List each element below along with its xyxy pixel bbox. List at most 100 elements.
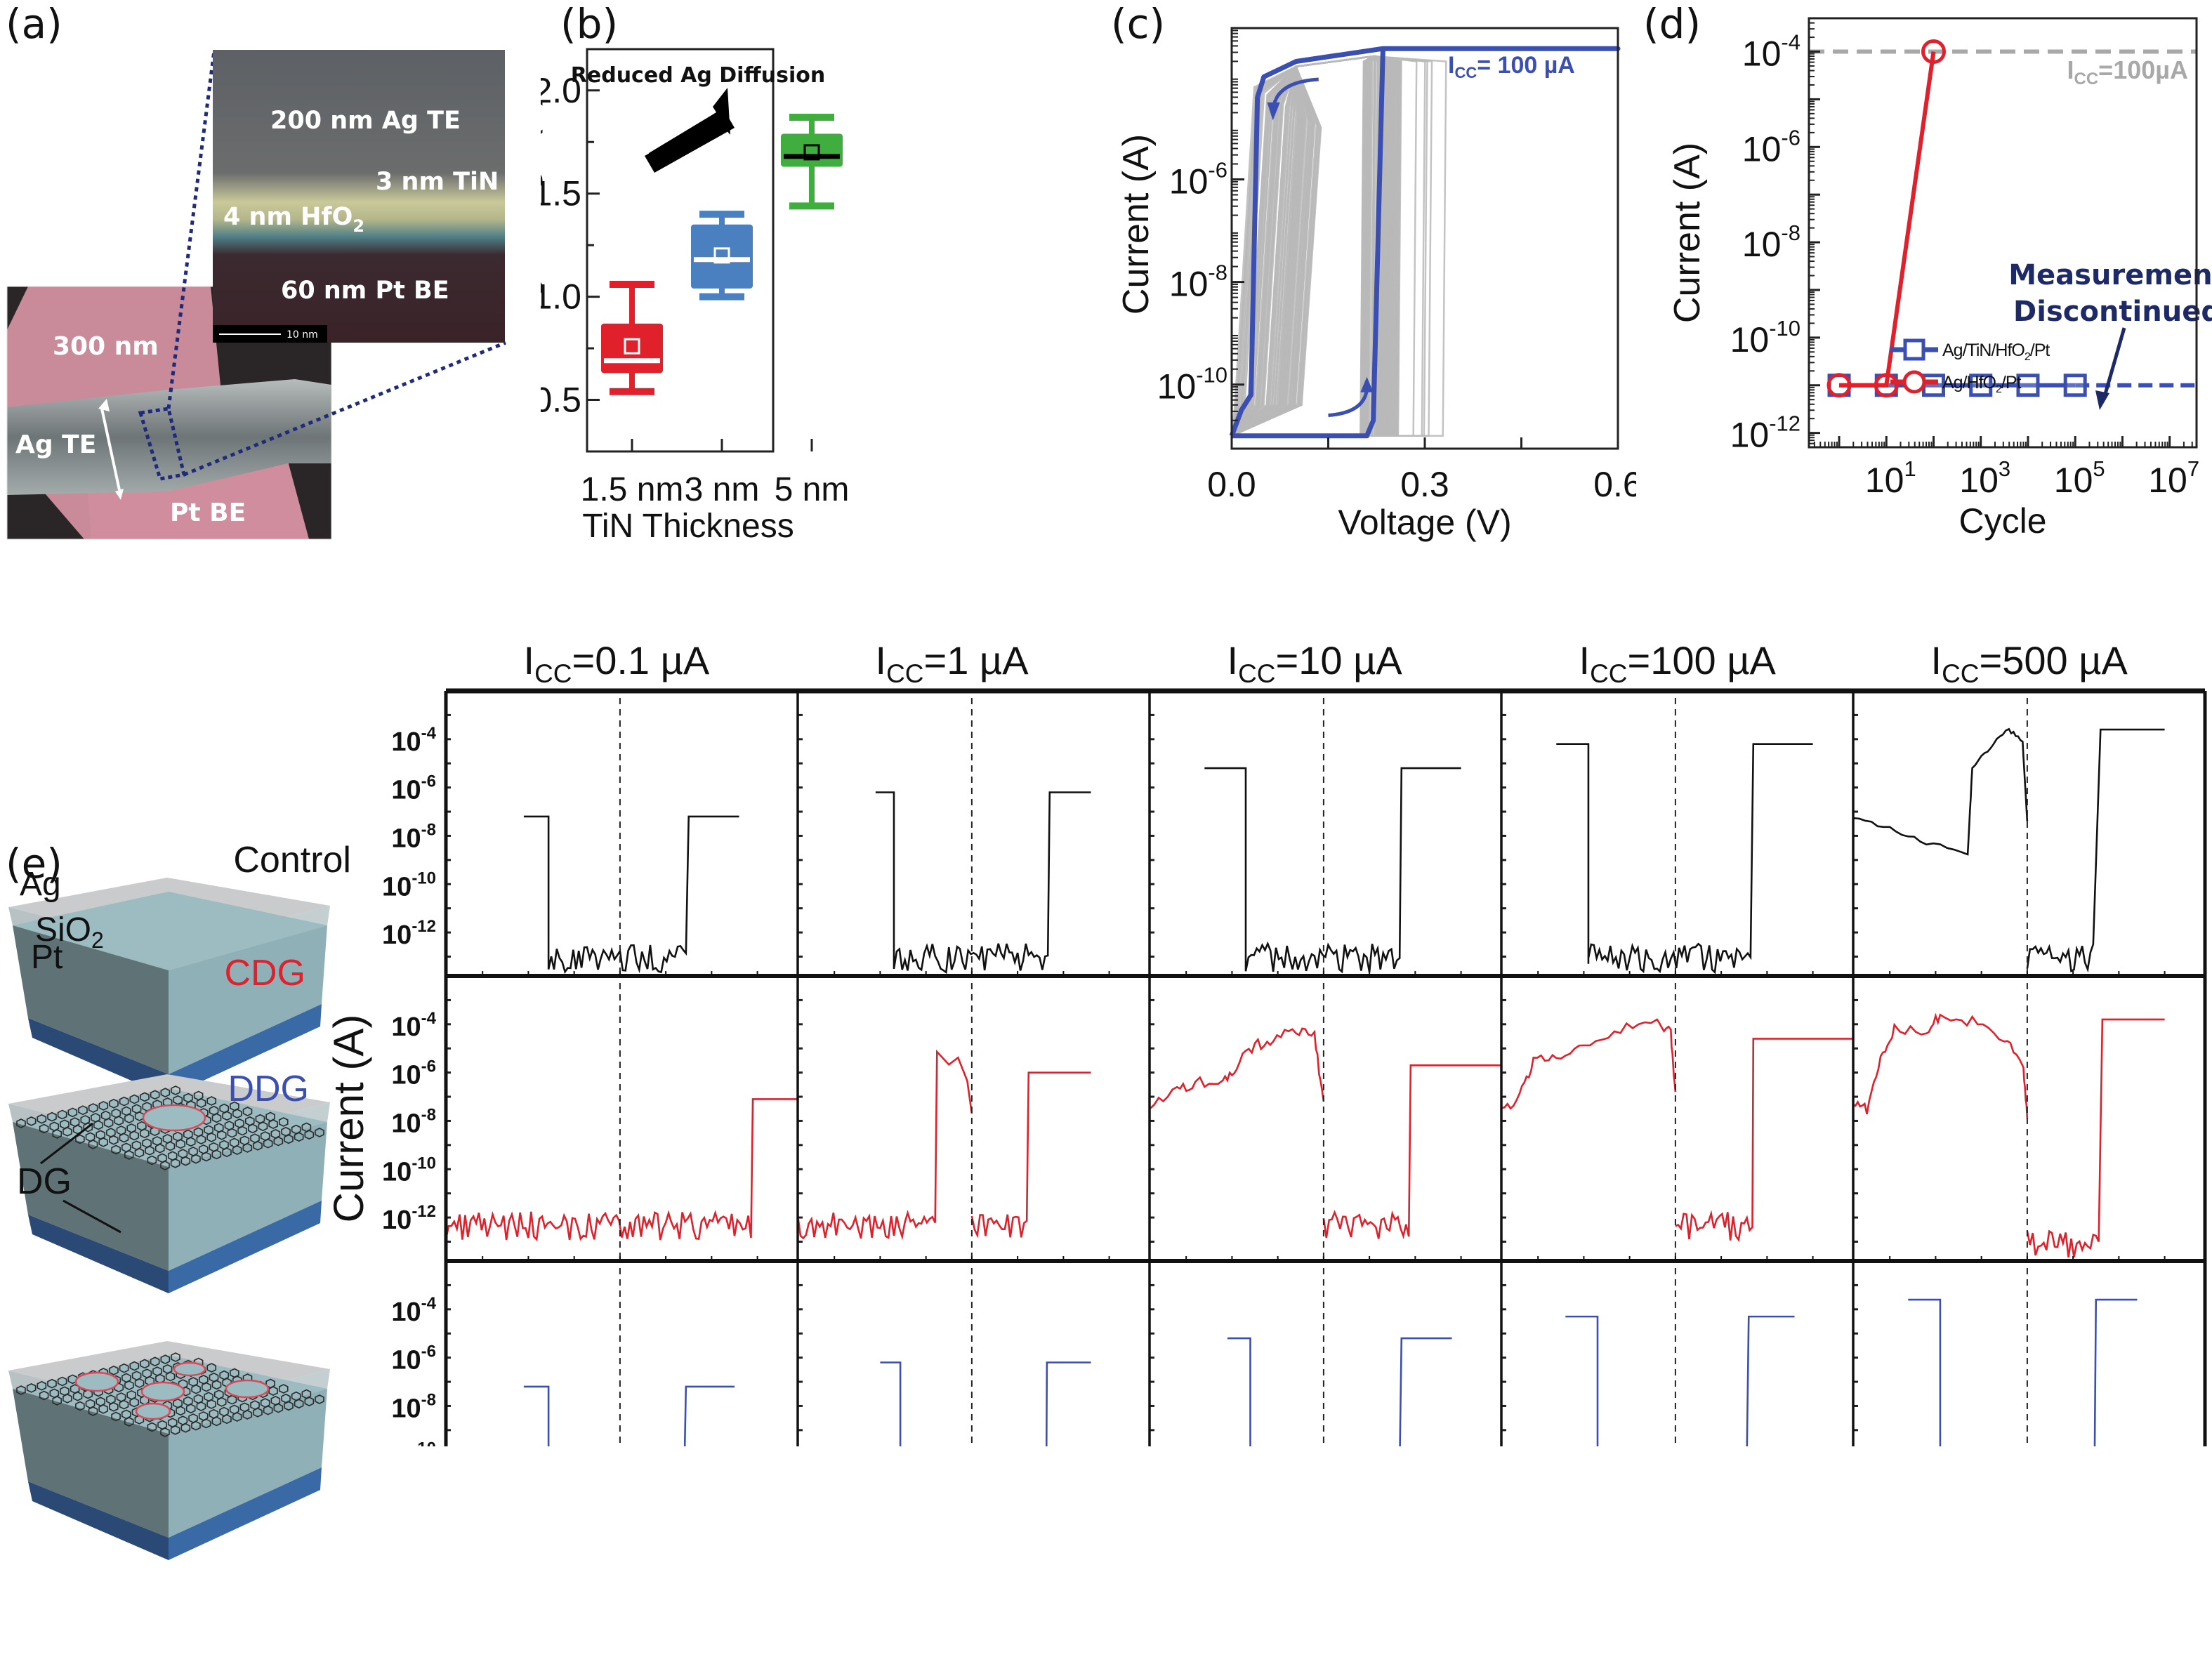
hexagon-cell xyxy=(111,1411,121,1422)
y-tick-label: 10-6 xyxy=(391,1342,436,1375)
iv-curve-positive xyxy=(2026,728,2165,973)
y-tick-label: 10-8 xyxy=(391,820,436,853)
hexagon-cell xyxy=(119,1133,129,1143)
zoom-line-bottom xyxy=(183,341,506,477)
hexagon-cell xyxy=(129,1361,140,1371)
icc-annotation: ICC= 100 µA xyxy=(1448,52,1575,81)
hexagon-cell xyxy=(26,1116,37,1126)
y-tick-label: 10-10 xyxy=(382,1154,436,1187)
hexagon-cell xyxy=(145,1145,154,1156)
y-tick-label: 10-4 xyxy=(391,1009,436,1042)
sio2-top-face xyxy=(13,892,327,970)
x-tick-label: 3 nm xyxy=(685,471,760,508)
tem-label-pt: 60 nm Pt BE xyxy=(281,277,449,305)
series-line-ag-hfo2-pt xyxy=(1839,51,1936,388)
width-arrow-head-top xyxy=(98,399,110,411)
hexagon-cell xyxy=(62,1393,72,1404)
hexagon-cell xyxy=(129,1094,140,1104)
hexagon-cell xyxy=(150,1090,160,1100)
hexagon-cell xyxy=(109,1135,119,1145)
pt-left-face xyxy=(28,1215,169,1293)
panel-label-d: (d) xyxy=(1643,0,1701,48)
graphene-lattice xyxy=(16,1352,324,1437)
hexagon-cell xyxy=(98,1404,108,1414)
stack-cdg xyxy=(8,1074,330,1293)
y-tick-label: 10-4 xyxy=(1742,30,1800,74)
legend-marker-square xyxy=(1903,338,1925,361)
hexagon-cell xyxy=(242,1107,253,1116)
hexagon-cell xyxy=(237,1125,247,1136)
x-axis-title: Cycle xyxy=(1958,501,2046,541)
hexagon-cell xyxy=(37,1114,47,1124)
hexagon-cell xyxy=(216,1130,227,1140)
panel-label-b: (b) xyxy=(560,0,619,48)
hexagon-cell xyxy=(222,1147,232,1158)
hexagon-cell xyxy=(180,1422,191,1433)
hexagon-cell xyxy=(253,1140,263,1151)
hexagon-cell xyxy=(160,1161,170,1170)
marker-circle xyxy=(1874,373,1899,398)
marker-circle xyxy=(1826,373,1852,398)
hexagon-cell xyxy=(88,1140,98,1149)
y-axis-title: Current (A) xyxy=(325,1015,372,1223)
legend-label: Ag/HfO2/Pt xyxy=(1942,373,2022,395)
hexagon-cell xyxy=(180,1156,191,1166)
hexagon-cell xyxy=(52,1129,62,1139)
x-tick-label: 0.0 xyxy=(1207,465,1256,504)
y-tick-label: 10-10 xyxy=(382,1439,436,1446)
iv-curve-positive xyxy=(1322,1064,1501,1239)
hexagon-cell xyxy=(124,1380,134,1390)
hexagon-cell xyxy=(273,1403,284,1413)
marker-square xyxy=(2016,374,2040,397)
hexagon-cell xyxy=(211,1149,222,1160)
iv-curve-negative xyxy=(1852,727,2029,856)
hexagon-cell xyxy=(57,1109,67,1120)
hexagon-cell xyxy=(83,1122,93,1133)
hexagon-cell xyxy=(294,1132,304,1142)
panel-label-c: (c) xyxy=(1111,0,1166,48)
hexagon-cell xyxy=(242,1410,253,1420)
hexagon-cell xyxy=(315,1394,324,1404)
y-tick-label: 10-8 xyxy=(1742,220,1800,264)
y-tick-label: 10-4 xyxy=(391,1294,436,1327)
y-tick-label: 10-12 xyxy=(1730,411,1800,455)
hexagon-cell xyxy=(206,1133,216,1142)
iv-curve-negative xyxy=(796,1049,973,1241)
iv-curve-negative xyxy=(1501,1018,1677,1110)
hexagon-cell xyxy=(206,1363,217,1373)
hexagon-cell xyxy=(206,1096,217,1106)
marker-circle xyxy=(1921,39,1947,65)
y-tick-label: 10-6 xyxy=(391,772,436,805)
hexagon-cell xyxy=(284,1401,294,1411)
hexagon-cell xyxy=(263,1138,273,1149)
sio2-right-face xyxy=(169,1122,327,1271)
hexagon-cell xyxy=(67,1374,78,1385)
hexagon-cell xyxy=(47,1378,57,1389)
iv-curve xyxy=(1556,743,1813,975)
stack-title-control: Control xyxy=(233,840,351,880)
hexagon-cell xyxy=(201,1418,211,1429)
column-title-icc: ICC=0.1 µA xyxy=(524,638,710,688)
hexagon-cell xyxy=(191,1154,201,1164)
hexagon-cell xyxy=(78,1105,88,1116)
hexagon-cell xyxy=(16,1118,26,1128)
x-tick-label: 5 nm xyxy=(775,471,850,508)
hexagon-cell xyxy=(258,1121,268,1132)
mean-marker xyxy=(713,247,730,264)
hexagon-cell xyxy=(165,1141,176,1151)
column-title-icc: ICC=10 µA xyxy=(1227,638,1403,688)
x-tick-label: 101 xyxy=(1865,456,1916,500)
pt-right-face xyxy=(169,1201,322,1293)
hexagon-cell xyxy=(263,1405,273,1415)
sem-label-pt-be: Pt BE xyxy=(170,499,246,527)
box-iqr xyxy=(691,224,753,289)
hexagon-cell xyxy=(119,1096,129,1107)
y-tick-label: 10-10 xyxy=(1157,363,1227,407)
iv-curve xyxy=(880,1361,1091,1446)
x-tick-label: 107 xyxy=(2148,456,2199,500)
hexagon-cell xyxy=(119,1363,129,1373)
box-iqr xyxy=(781,133,843,167)
hexagon-cell xyxy=(37,1380,47,1391)
